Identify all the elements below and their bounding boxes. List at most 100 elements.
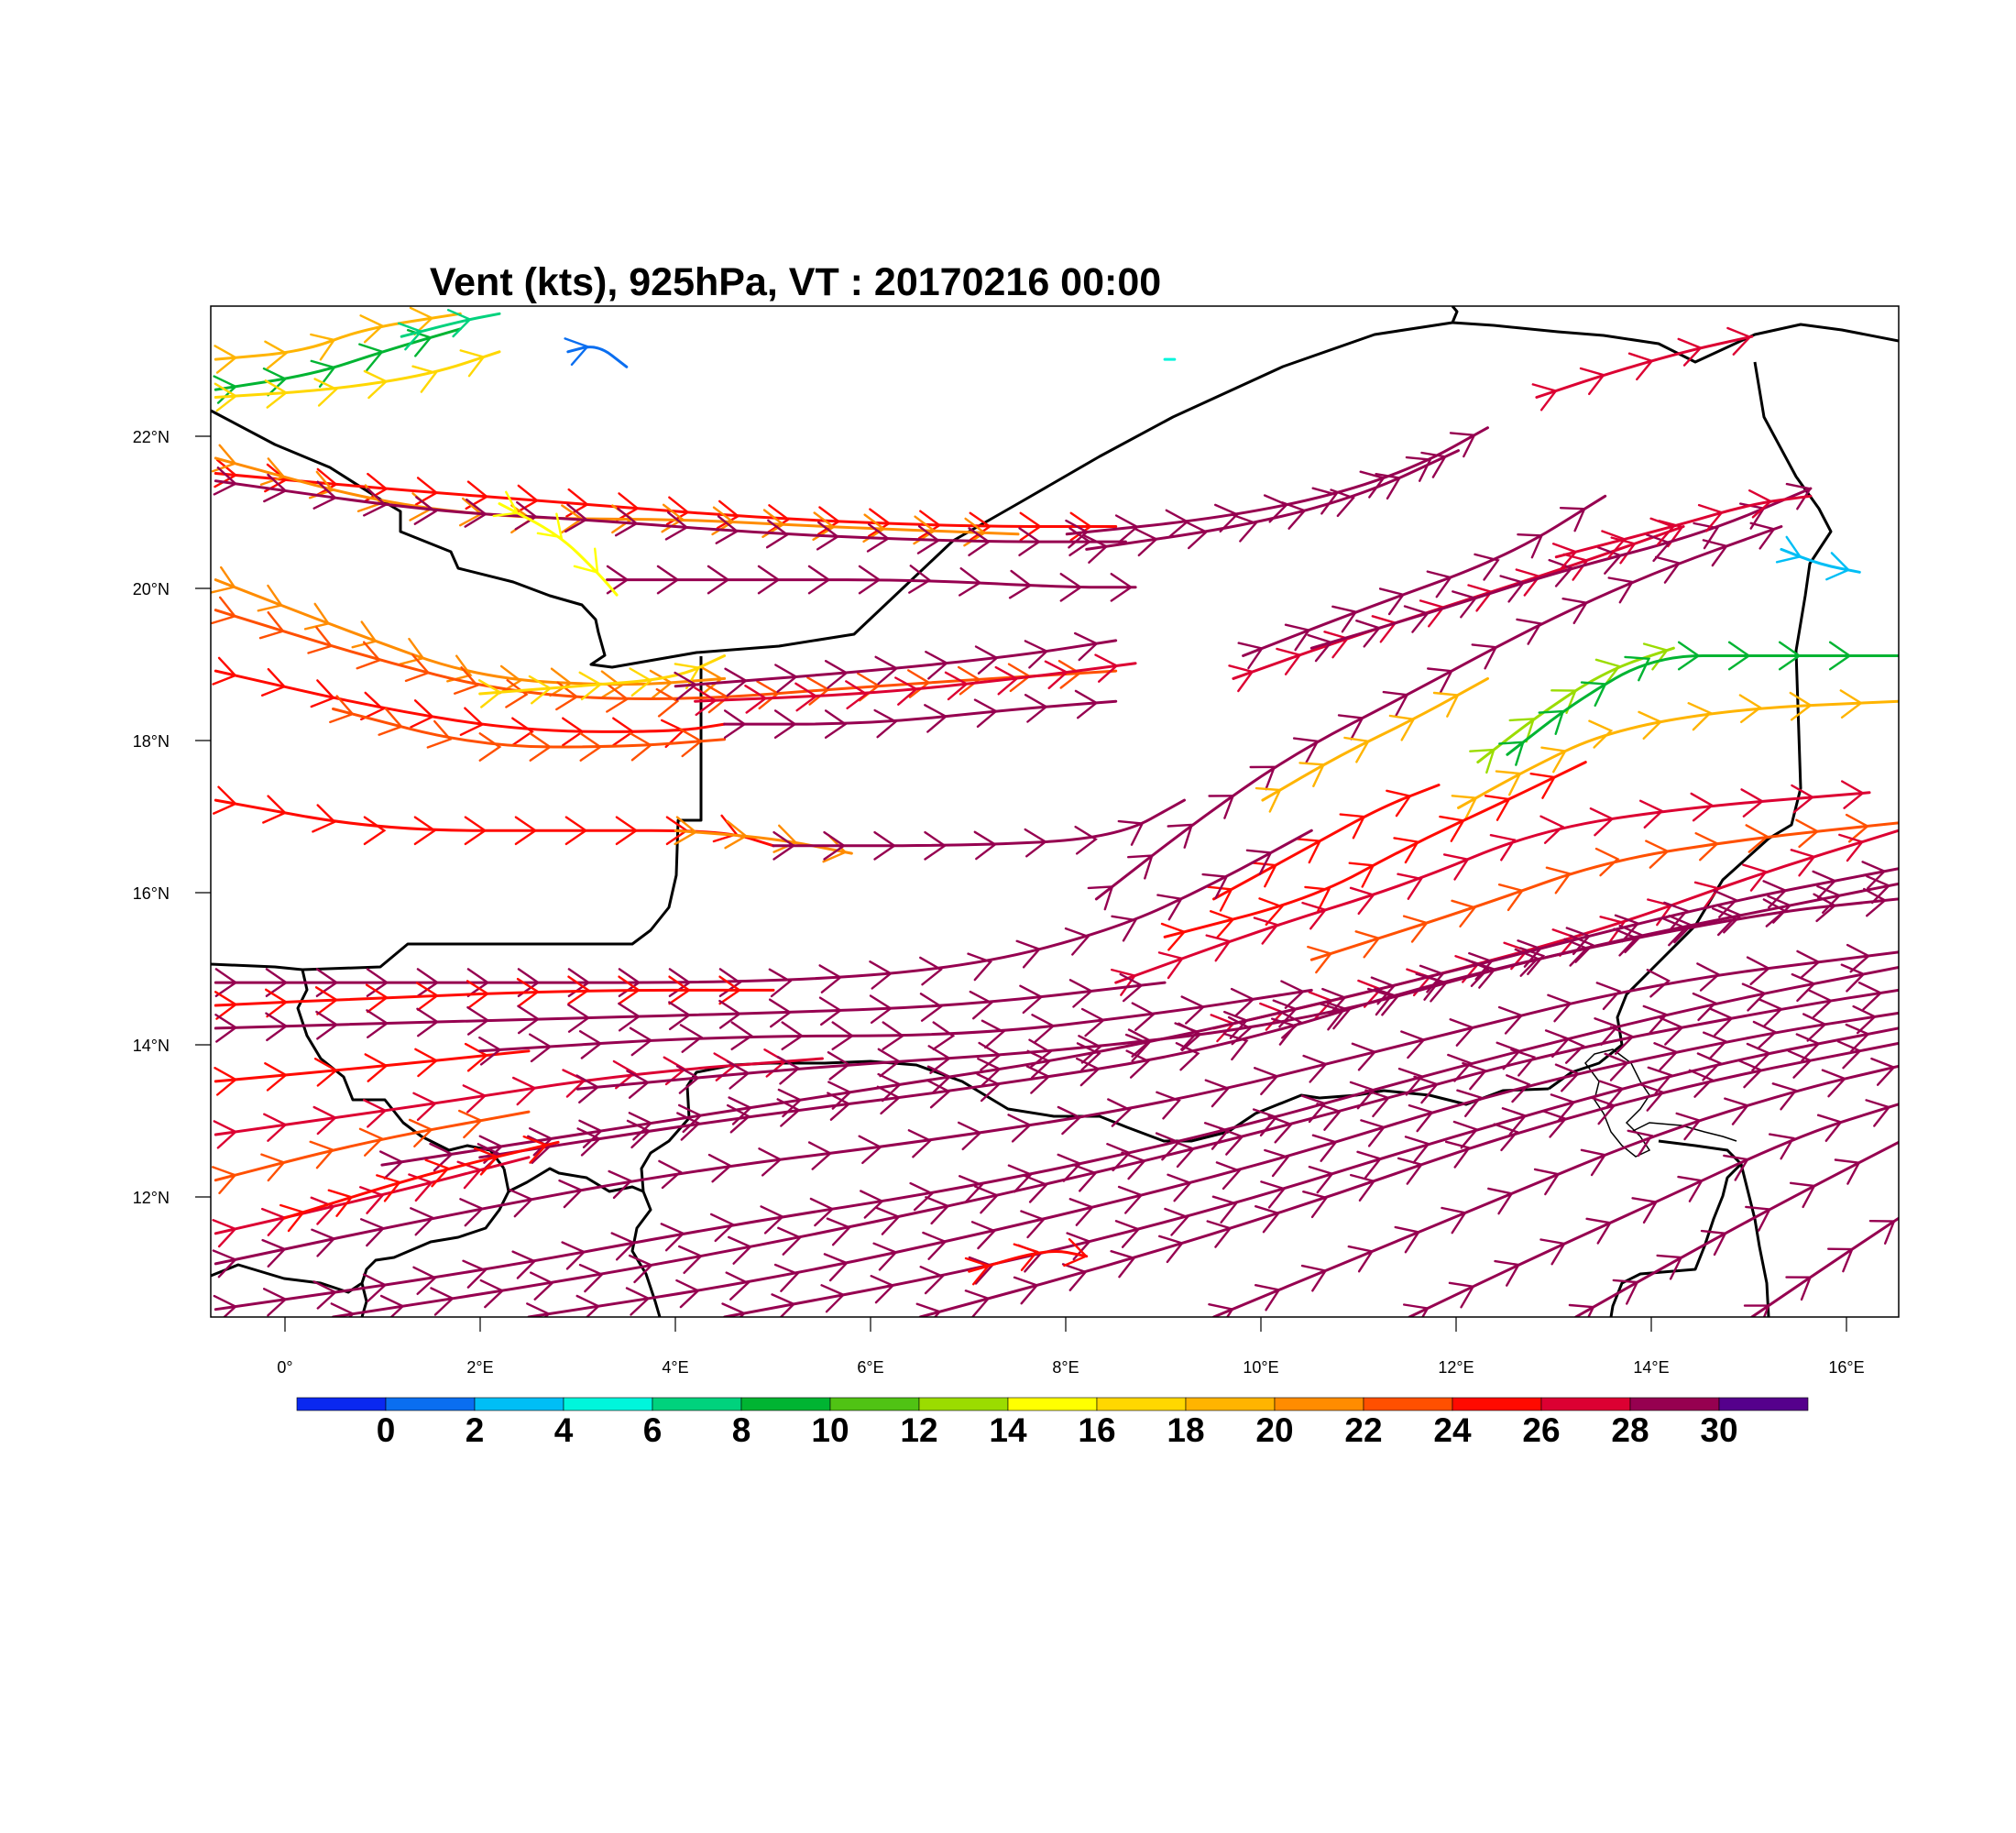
wind-arrow (1737, 1059, 1763, 1089)
wind-arrow (265, 988, 289, 1018)
wind-arrow (1316, 1103, 1342, 1131)
wind-arrow (1692, 992, 1717, 1022)
streamline (1114, 791, 1871, 984)
wind-arrow (1443, 853, 1470, 881)
wind-arrow (772, 824, 798, 853)
wind-arrow (823, 830, 847, 861)
streamline (968, 1249, 1089, 1273)
wind-arrow (1432, 691, 1460, 718)
wind-arrow (575, 1074, 600, 1103)
wind-arrow (827, 1051, 851, 1081)
wind-arrow (1319, 1003, 1345, 1031)
wind-arrow (845, 680, 869, 709)
wind-arrow (511, 717, 534, 747)
wind-arrow (1868, 1220, 1896, 1245)
wind-arrow (772, 830, 796, 861)
wind-arrow (214, 968, 238, 997)
wind-arrow (1540, 746, 1568, 774)
wind-arrow (1232, 513, 1258, 543)
wind-arrow (1808, 989, 1834, 1018)
wind-arrow (907, 669, 931, 698)
wind-arrow (1696, 1052, 1722, 1081)
wind-arrow (1281, 501, 1307, 530)
wind-arrow (1791, 784, 1815, 814)
wind-arrow (773, 709, 797, 739)
wind-arrow (776, 1055, 801, 1085)
wind-arrow (860, 1190, 884, 1219)
wind-arrow (1169, 1139, 1196, 1169)
wind-arrow (214, 1067, 238, 1096)
wind-arrow (1134, 527, 1159, 557)
wind-arrow (1301, 901, 1328, 930)
wind-arrow (1061, 1263, 1088, 1291)
wind-arrow (820, 1284, 846, 1313)
wind-arrow (1024, 828, 1048, 858)
wind-arrow (211, 596, 237, 625)
wind-arrow (1845, 1023, 1870, 1052)
wind-arrow (1307, 633, 1333, 663)
wind-arrow (1298, 762, 1326, 787)
wind-arrow (1206, 1220, 1233, 1248)
wind-arrow (1208, 1303, 1234, 1317)
streamline (214, 1156, 531, 1235)
wind-arrow (1638, 1083, 1665, 1112)
wind-arrow (365, 983, 389, 1014)
wind-arrow (315, 1010, 339, 1040)
wind-arrow (1501, 1107, 1528, 1136)
wind-arrow (1787, 1049, 1813, 1079)
colorbar-box (1540, 1397, 1631, 1411)
wind-arrow (959, 1175, 984, 1204)
y-tick-label: 22°N (133, 428, 170, 446)
wind-arrow (1775, 535, 1802, 564)
wind-arrow (1400, 1030, 1426, 1059)
wind-arrow (312, 1105, 338, 1136)
wind-arrow (526, 1302, 551, 1317)
wind-arrow (757, 565, 781, 595)
wind-arrow (1245, 849, 1273, 875)
wind-arrow (578, 1263, 604, 1293)
wind-arrow (459, 1198, 485, 1227)
wind-arrow (869, 994, 893, 1024)
wind-arrow (1723, 1154, 1749, 1181)
streamline (1476, 646, 1675, 764)
streamline (214, 829, 1313, 984)
map-plot-area (210, 305, 1900, 1318)
wind-arrow (1382, 690, 1409, 718)
wind-arrow (466, 980, 490, 1009)
wind-arrow (1749, 521, 1776, 550)
wind-arrow (578, 1030, 603, 1059)
wind-arrow (781, 1021, 805, 1050)
wind-arrow (1280, 980, 1305, 1009)
wind-arrow (327, 1189, 354, 1217)
wind-arrow (214, 1014, 238, 1043)
wind-arrow (674, 671, 698, 701)
wind-arrow (578, 671, 603, 701)
wind-arrow (1649, 517, 1676, 546)
wind-arrow (1791, 972, 1816, 1003)
wind-arrow (1264, 1148, 1290, 1178)
wind-arrow (1642, 1004, 1669, 1034)
wind-arrow (567, 975, 591, 1005)
wind-arrow (515, 484, 540, 514)
wind-arrow (1397, 1157, 1424, 1185)
wind-arrow (1024, 694, 1048, 723)
wind-arrow (1364, 1089, 1391, 1118)
wind-arrow (1579, 367, 1606, 396)
streamline (1261, 676, 1489, 802)
wind-arrow (1167, 823, 1194, 849)
wind-arrow (1742, 863, 1769, 892)
wind-arrow (459, 707, 485, 736)
wind-arrow (416, 968, 440, 997)
wind-arrow (774, 664, 798, 693)
wind-arrow (1561, 598, 1589, 625)
wind-arrow (1596, 546, 1623, 575)
wind-arrow (625, 1287, 651, 1316)
wind-arrow (909, 1181, 935, 1212)
wind-arrow (872, 1242, 898, 1271)
wind-arrow (1795, 1033, 1821, 1062)
colorbar-label: 26 (1522, 1411, 1560, 1449)
wind-arrow (919, 956, 943, 986)
wind-arrow (869, 960, 893, 990)
wind-arrow (1594, 1017, 1619, 1046)
wind-arrow (530, 1271, 554, 1301)
